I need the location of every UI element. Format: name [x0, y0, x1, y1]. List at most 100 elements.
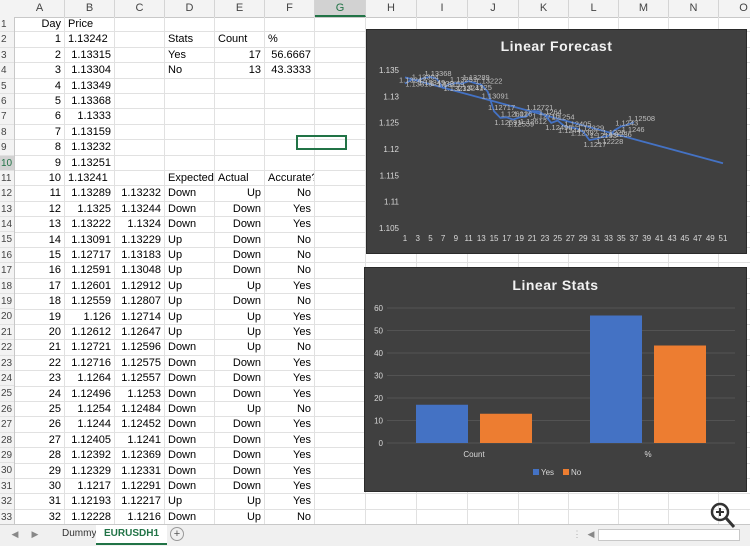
cell[interactable]: [315, 155, 366, 171]
cell[interactable]: [265, 109, 315, 125]
cell[interactable]: Down: [215, 417, 265, 433]
column-header-i[interactable]: I: [417, 0, 468, 17]
cell[interactable]: Down: [215, 355, 265, 372]
cell[interactable]: 28: [15, 448, 65, 464]
cell[interactable]: Down: [165, 355, 215, 372]
cell[interactable]: 1.13241: [65, 171, 115, 187]
cell[interactable]: [315, 417, 366, 433]
cell[interactable]: Up: [165, 263, 215, 279]
cell[interactable]: [719, 479, 750, 495]
column-header-n[interactable]: N: [669, 0, 719, 17]
cell[interactable]: Up: [215, 509, 265, 525]
cell[interactable]: [315, 371, 366, 387]
cell[interactable]: [366, 248, 417, 264]
cell[interactable]: 19: [15, 309, 65, 325]
row-header[interactable]: 20: [0, 309, 14, 325]
cell[interactable]: Yes: [265, 309, 315, 325]
cell[interactable]: [315, 294, 366, 310]
cell[interactable]: [165, 78, 215, 94]
cell[interactable]: [265, 94, 315, 110]
row-header[interactable]: 27: [0, 417, 14, 433]
row-header[interactable]: 33: [0, 510, 14, 525]
row-header[interactable]: 18: [0, 279, 14, 295]
row-header[interactable]: 31: [0, 479, 14, 495]
cell[interactable]: 1.12807: [115, 294, 165, 310]
cell[interactable]: Down: [215, 479, 265, 495]
cell[interactable]: [315, 386, 366, 402]
cell[interactable]: Count: [215, 32, 265, 48]
cell[interactable]: 1.12291: [115, 479, 165, 495]
cell[interactable]: 1.1264: [65, 371, 115, 387]
cell[interactable]: [719, 248, 750, 264]
cell[interactable]: [165, 94, 215, 110]
cell[interactable]: Yes: [265, 217, 315, 233]
cell[interactable]: [619, 494, 669, 510]
cell[interactable]: 3: [15, 63, 65, 79]
cell[interactable]: [315, 509, 366, 525]
selected-cell-g10[interactable]: [296, 135, 347, 150]
cell[interactable]: [165, 124, 215, 141]
cell[interactable]: [569, 248, 619, 264]
cell[interactable]: [165, 155, 215, 171]
cell[interactable]: 1.1324: [115, 217, 165, 233]
cell[interactable]: 1.12452: [115, 417, 165, 433]
cell[interactable]: Down: [165, 201, 215, 218]
row-header[interactable]: 9: [0, 140, 14, 156]
cell[interactable]: Yes: [265, 278, 315, 295]
cell[interactable]: Down: [165, 217, 215, 233]
cell[interactable]: 1.12601: [65, 278, 115, 295]
cell[interactable]: 1.13091: [65, 232, 115, 248]
column-header-h[interactable]: H: [366, 0, 417, 17]
cell[interactable]: 1.13232: [115, 186, 165, 202]
cell[interactable]: Up: [215, 186, 265, 202]
row-header[interactable]: 28: [0, 433, 14, 448]
cell[interactable]: [315, 94, 366, 110]
cell[interactable]: Up: [165, 325, 215, 341]
cell[interactable]: 1.12717: [65, 248, 115, 264]
cell[interactable]: 1.1217: [65, 479, 115, 495]
cell[interactable]: Up: [165, 232, 215, 248]
cell[interactable]: [215, 78, 265, 94]
cell[interactable]: 1.13242: [65, 32, 115, 48]
cell[interactable]: [215, 124, 265, 141]
row-header[interactable]: 21: [0, 325, 14, 341]
cell[interactable]: Price: [65, 17, 115, 33]
cell[interactable]: 8: [15, 140, 65, 156]
row-header[interactable]: 12: [0, 186, 14, 202]
cell[interactable]: Up: [165, 309, 215, 325]
cell[interactable]: [519, 494, 569, 510]
column-header-a[interactable]: A: [15, 0, 65, 17]
row-header[interactable]: 4: [0, 63, 14, 79]
cell[interactable]: Expected: [165, 171, 215, 187]
cell[interactable]: 1.12329: [65, 463, 115, 479]
column-header-b[interactable]: B: [65, 0, 115, 17]
cell[interactable]: Down: [215, 232, 265, 248]
column-header-j[interactable]: J: [468, 0, 519, 17]
cell[interactable]: 1.13289: [65, 186, 115, 202]
cell[interactable]: [315, 309, 366, 325]
cell[interactable]: 26: [15, 417, 65, 433]
cell[interactable]: Down: [215, 386, 265, 402]
cell[interactable]: 1.13229: [115, 232, 165, 248]
cell[interactable]: [115, 109, 165, 125]
cell[interactable]: [315, 402, 366, 418]
cell[interactable]: Down: [165, 448, 215, 464]
cell[interactable]: Down: [165, 432, 215, 449]
cell[interactable]: Down: [215, 263, 265, 279]
cell[interactable]: No: [265, 263, 315, 279]
cell[interactable]: 1.13159: [65, 124, 115, 141]
cell[interactable]: 1.12557: [115, 371, 165, 387]
cell[interactable]: Up: [215, 494, 265, 510]
row-header[interactable]: 15: [0, 232, 14, 248]
cell[interactable]: 24: [15, 386, 65, 402]
cell[interactable]: 1.12596: [115, 340, 165, 356]
cell[interactable]: [669, 494, 719, 510]
cell[interactable]: 1: [15, 32, 65, 48]
row-header[interactable]: 22: [0, 340, 14, 356]
row-header[interactable]: 25: [0, 386, 14, 402]
cell[interactable]: [315, 47, 366, 64]
cell[interactable]: 1.1241: [115, 432, 165, 449]
cell[interactable]: Down: [215, 371, 265, 387]
column-header-o[interactable]: O: [719, 0, 750, 17]
zoom-in-icon[interactable]: [708, 500, 738, 532]
